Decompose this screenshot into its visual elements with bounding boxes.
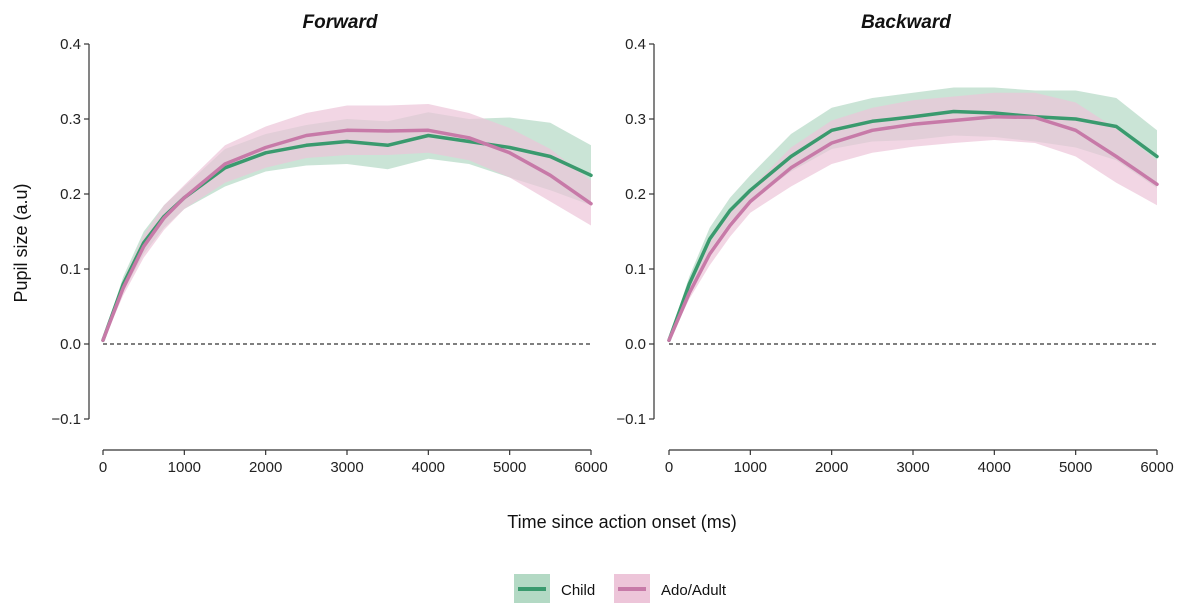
legend-label-ado-adult: Ado/Adult <box>661 582 727 599</box>
x-tick-label: 3000 <box>896 459 929 476</box>
x-tick-label: 5000 <box>1059 459 1092 476</box>
ci-band-ado-adult <box>103 104 591 342</box>
series-line-ado-adult <box>101 128 593 343</box>
y-tick-label: 0.2 <box>60 186 81 203</box>
x-axis-title: Time since action onset (ms) <box>507 512 736 532</box>
x-tick-label: 2000 <box>249 459 282 476</box>
x-tick-label: 6000 <box>1140 459 1173 476</box>
legend: Child Ado/Adult <box>514 574 727 603</box>
y-tick-label: −0.1 <box>616 411 646 428</box>
series-line-child <box>667 109 1159 343</box>
y-tick-label: 0.2 <box>625 186 646 203</box>
panel-forward: Forward −0.1 0.0 0.1 0.2 0.3 0.4 0 1000 2000 3000… <box>51 12 607 476</box>
x-tick-label: 6000 <box>574 459 607 476</box>
y-tick-label: 0.4 <box>60 36 81 53</box>
y-tick-label: 0.0 <box>60 336 81 353</box>
ci-band-ado-adult <box>669 92 1157 342</box>
x-tick-label: 0 <box>99 459 107 476</box>
panel-title: Forward <box>303 12 378 33</box>
x-tick-label: 0 <box>665 459 673 476</box>
y-tick-label: 0.1 <box>60 261 81 278</box>
panel-backward: Backward −0.1 0.0 0.1 0.2 0.3 0.4 0 1000 2000 300… <box>616 12 1173 476</box>
x-tick-label: 4000 <box>412 459 445 476</box>
x-tick-label: 5000 <box>493 459 526 476</box>
series-line-ado-adult <box>667 115 1159 343</box>
x-tick-label: 3000 <box>330 459 363 476</box>
x-tick-label: 2000 <box>815 459 848 476</box>
x-tick-label: 4000 <box>978 459 1011 476</box>
y-tick-label: 0.1 <box>625 261 646 278</box>
y-tick-label: 0.3 <box>60 111 81 128</box>
panel-title: Backward <box>861 12 951 33</box>
y-tick-label: 0.3 <box>625 111 646 128</box>
legend-label-child: Child <box>561 582 595 599</box>
y-tick-label: −0.1 <box>51 411 81 428</box>
y-tick-label: 0.4 <box>625 36 646 53</box>
y-tick-label: 0.0 <box>625 336 646 353</box>
x-tick-label: 1000 <box>734 459 767 476</box>
y-axis-title: Pupil size (a.u) <box>11 183 31 302</box>
x-tick-label: 1000 <box>168 459 201 476</box>
